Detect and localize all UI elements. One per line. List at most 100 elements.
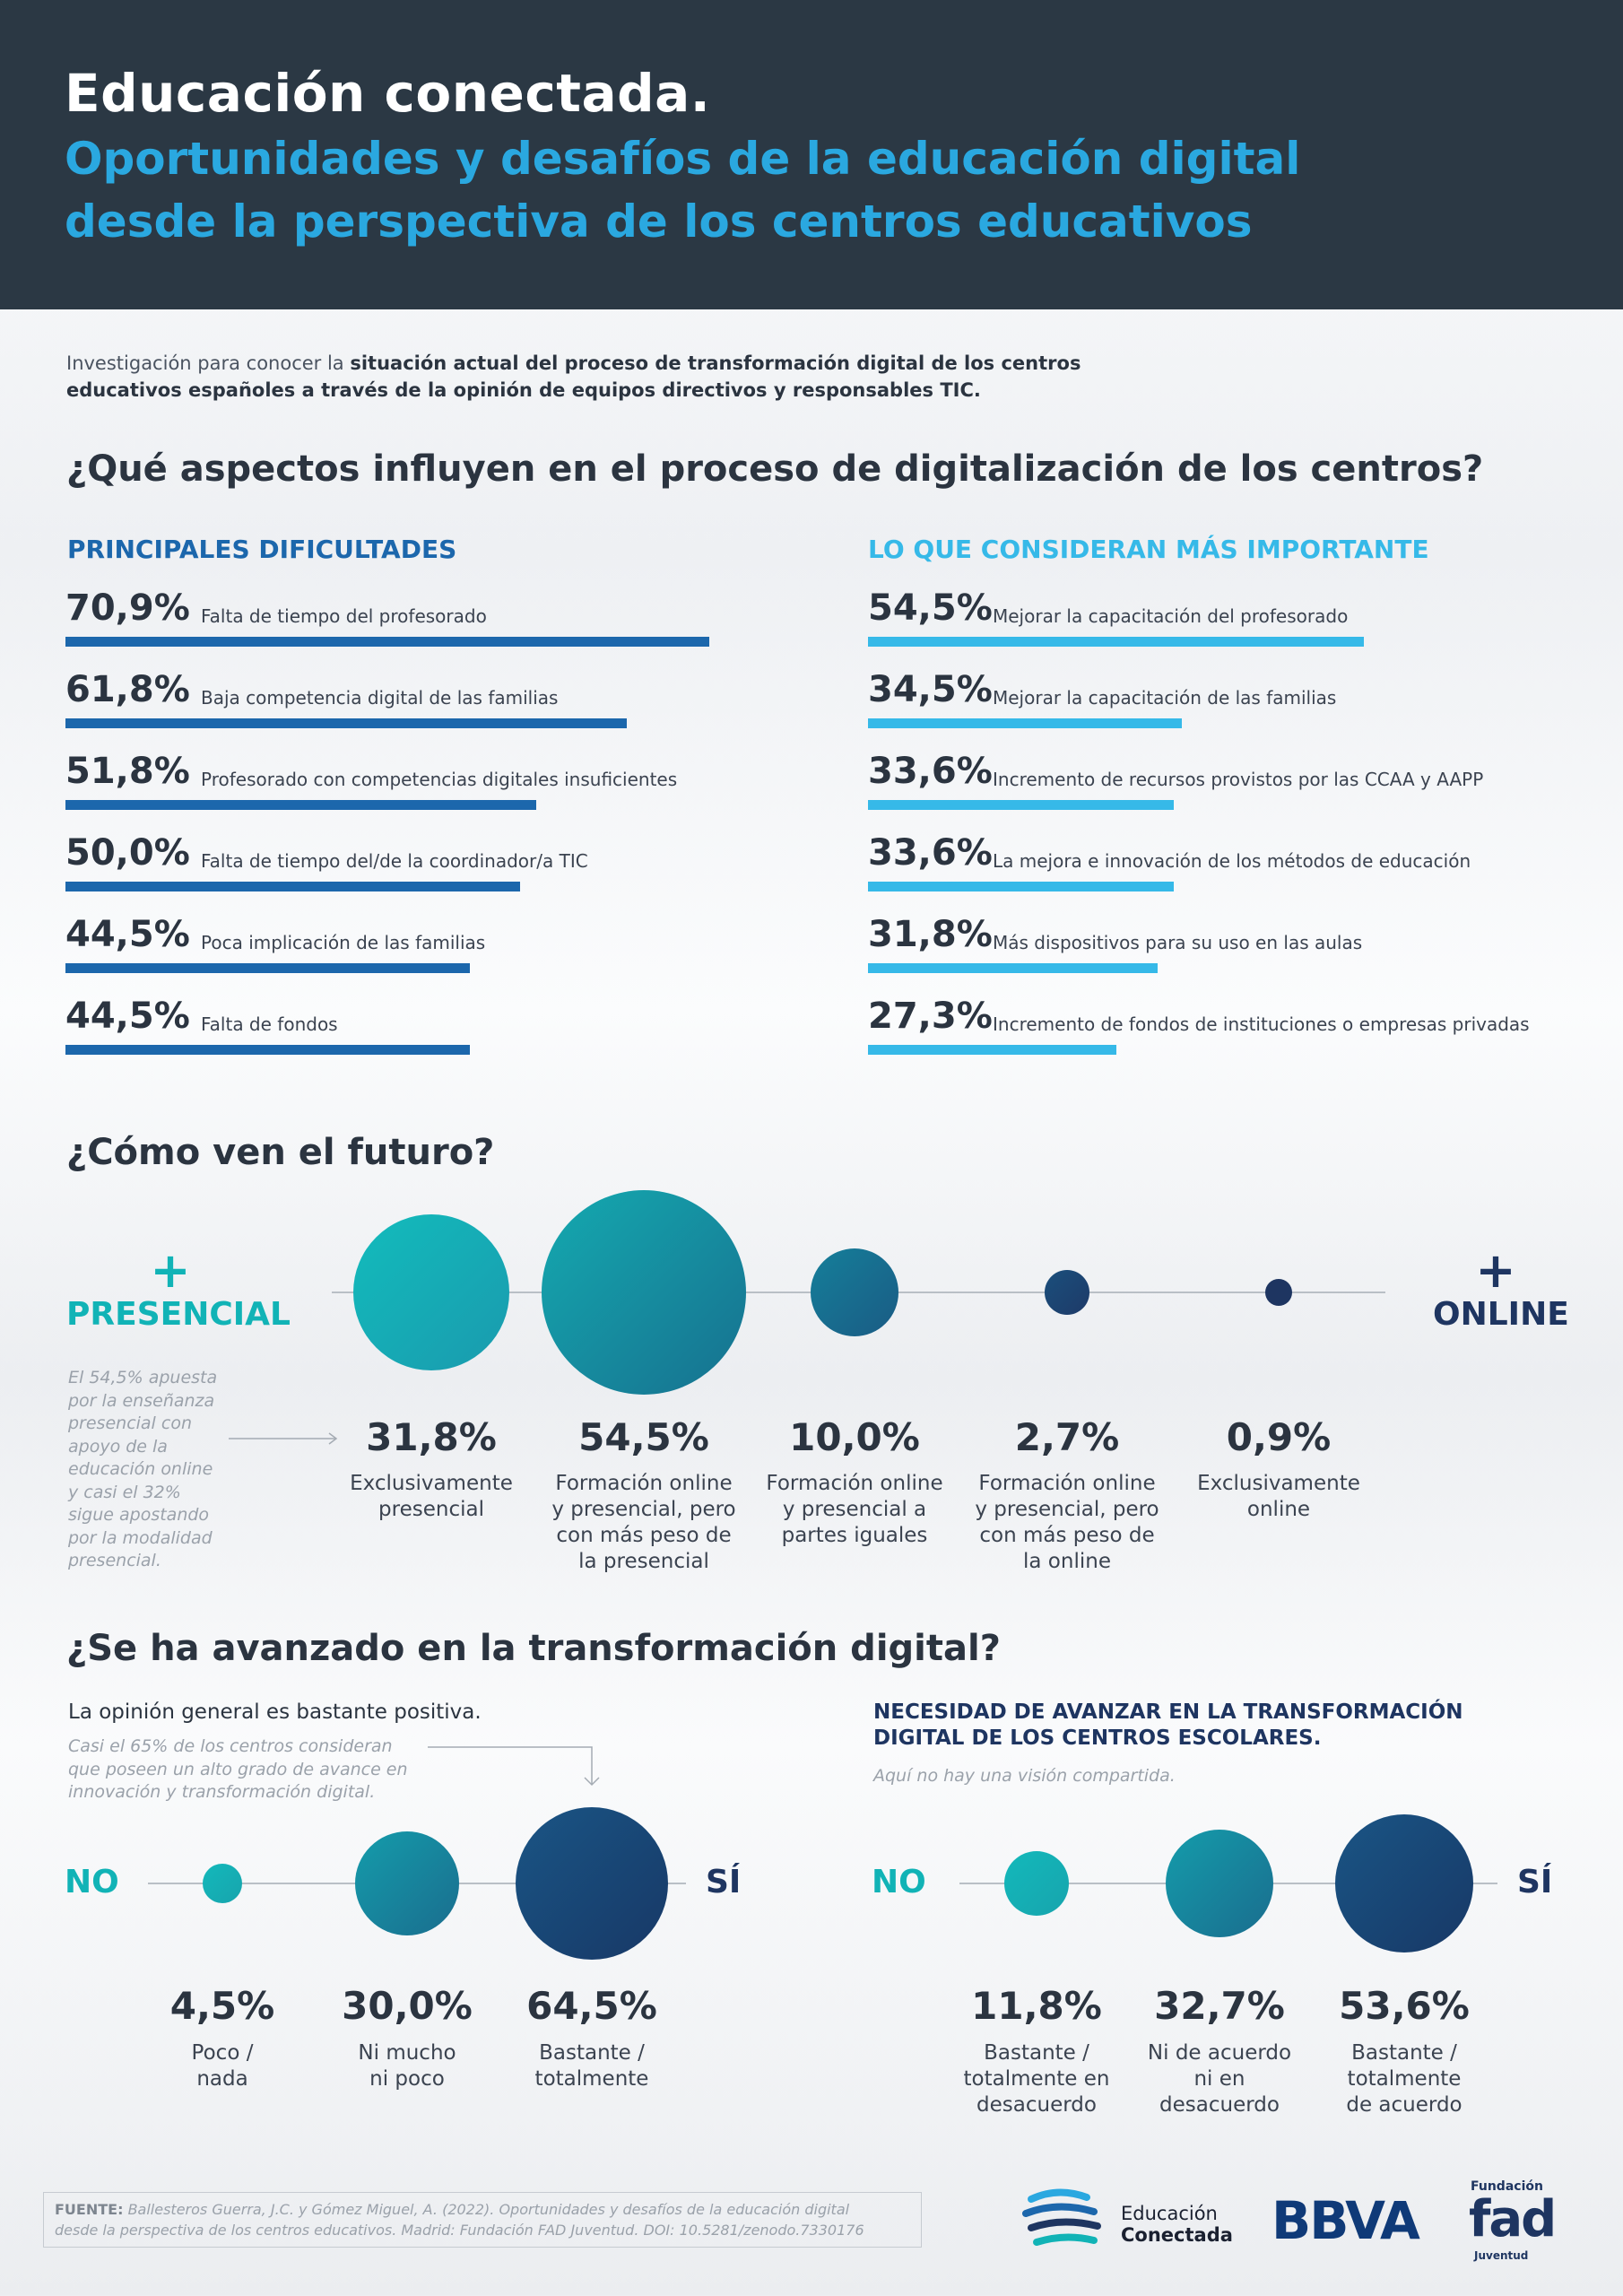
si-label: SÍ [706,1864,742,1900]
bar-row: 27,3% Incremento de fondos de institucion… [868,996,1623,1067]
bar-category-label: Falta de tiempo del profesorado [201,605,487,627]
bubble-value-label: 31,8% [366,1415,497,1459]
source-label: FUENTE: [55,2201,124,2218]
bubble-category-label: Exclusivamente online [1197,1472,1360,1521]
logo-line1: Educación [1121,2203,1218,2224]
bar-value-label: 27,3% [868,996,993,1037]
bubble-value-label: 30,0% [342,1984,473,2028]
bar-row: 31,8% Más dispositivos para su uso en las… [868,914,1623,986]
bar-value-label: 54,5% [868,587,993,629]
bar-row: 33,6% Incremento de recursos provistos po… [868,751,1623,822]
logo-line2: Conectada [1121,2224,1233,2246]
bubble [202,1863,243,1904]
page-title: Educación conectada. [65,63,711,124]
bubble-value-label: 10,0% [789,1415,920,1459]
bubble-value-label: 0,9% [1226,1415,1332,1459]
bubble-value-label: 64,5% [526,1984,657,2028]
bubble [354,1831,460,1936]
si-label: SÍ [1517,1864,1553,1900]
online-label: ONLINE [1433,1296,1569,1333]
bubble [352,1213,510,1371]
source-citation: FUENTE: Ballesteros Guerra, J.C. y Gómez… [43,2192,922,2248]
bar-category-label: Más dispositivos para su uso en las aula… [993,932,1363,953]
fad-bottom: Juventud [1474,2249,1529,2262]
bar-value-label: 33,6% [868,832,993,874]
bar [868,800,1174,810]
bubble [541,1189,747,1396]
bubble [1165,1829,1274,1938]
plus-icon: + [150,1242,191,1299]
bubble-value-label: 2,7% [1014,1415,1120,1459]
necesidad-heading: NECESIDAD DE AVANZAR EN LA TRANSFORMACIÓ… [873,1700,1463,1750]
bar-row: 70,9% Falta de tiempo del profesorado [65,587,855,659]
plus-icon: + [1475,1242,1516,1299]
bubble-value-label: 54,5% [578,1415,709,1459]
bubble-value-label: 11,8% [971,1984,1102,2028]
bubble [1265,1279,1292,1306]
bubble-value-label: 4,5% [169,1984,275,2028]
avance-heading: La opinión general es bastante positiva. [68,1700,482,1724]
educacion-conectada-logo: Educación Conectada [1022,2179,1237,2260]
bar-row: 33,6% La mejora e innovación de los métod… [868,832,1623,904]
bar-category-label: Mejorar la capacitación del profesorado [993,605,1349,627]
arrow-down-icon [428,1746,600,1787]
bubble [515,1806,669,1961]
bar-category-label: Mejorar la capacitación de las familias [993,687,1337,709]
bar-category-label: Poca implicación de las familias [201,932,486,953]
bar-category-label: Baja competencia digital de las familias [201,687,559,709]
presencial-label: PRESENCIAL [66,1296,291,1333]
section3-title: ¿Se ha avanzado en la transformación dig… [66,1628,1001,1669]
bubble-category-label: Poco / nada [191,2041,254,2091]
bar [65,1045,470,1055]
bar-value-label: 50,0% [65,832,190,874]
bar [65,963,470,973]
bubble [1044,1269,1090,1316]
bar [868,718,1182,728]
bbva-logo: BBVA [1271,2190,1420,2251]
bubble-category-label: Ni de acuerdo ni en desacuerdo [1147,2041,1292,2117]
fad-logo: Fundación fad Juventud [1469,2179,1569,2269]
page-subtitle-line2: desde la perspectiva de los centros educ… [65,196,1253,248]
bar-row: 54,5% Mejorar la capacitación del profeso… [868,587,1623,659]
bubble-value-label: 53,6% [1339,1984,1470,2028]
avance-note: Casi el 65% de los centros consideran qu… [68,1736,408,1802]
intro-prefix: Investigación para conocer la [66,352,351,374]
bar-category-label: Incremento de fondos de instituciones o … [993,1013,1530,1035]
bubble-value-label: 32,7% [1154,1984,1285,2028]
bar [868,882,1174,891]
bar-value-label: 34,5% [868,669,993,710]
bar [65,882,520,891]
bar [868,1045,1116,1055]
fad-main: fad [1469,2190,1557,2248]
bar-category-label: Profesorado con competencias digitales i… [201,769,678,790]
page-subtitle-line1: Oportunidades y desafíos de la educación… [65,133,1301,185]
waves-icon [1022,2188,1101,2246]
bubble [810,1248,898,1336]
intro-text: Investigación para conocer la situación … [66,350,1142,404]
bar [868,637,1364,647]
intro-bold: situación actual del proceso de transfor… [66,352,1081,401]
bubble [1335,1814,1473,1952]
bar [65,800,536,810]
bar-value-label: 31,8% [868,914,993,955]
bubble-category-label: Bastante / totalmente de acuerdo [1346,2041,1462,2117]
section2-title: ¿Cómo ven el futuro? [66,1132,495,1173]
necesidad-note: Aquí no hay una visión compartida. [873,1766,1176,1786]
bar-row: 44,5% Poca implicación de las familias [65,914,855,986]
bubble [1003,1850,1070,1917]
bar [65,637,709,647]
no-label: NO [65,1864,119,1900]
dificultades-heading: PRINCIPALES DIFICULTADES [67,535,457,564]
bubble-category-label: Bastante / totalmente [534,2041,649,2091]
bar-category-label: La mejora e innovación de los métodos de… [993,850,1471,872]
future-note: El 54,5% apuesta por la enseñanza presen… [68,1368,218,1570]
bubble-category-label: Formación online y presencial, pero con … [551,1472,736,1573]
bar-row: 51,8% Profesorado con competencias digita… [65,751,855,822]
bubble-category-label: Formación online y presencial, pero con … [975,1472,1159,1573]
bar-category-label: Incremento de recursos provistos por las… [993,769,1484,790]
bar-value-label: 44,5% [65,914,190,955]
bubble-category-label: Formación online y presencial a partes i… [766,1472,943,1547]
bubble-category-label: Exclusivamente presencial [350,1472,513,1521]
header-banner: Educación conectada. Oportunidades y des… [0,0,1623,309]
importante-heading: LO QUE CONSIDERAN MÁS IMPORTANTE [868,535,1429,564]
